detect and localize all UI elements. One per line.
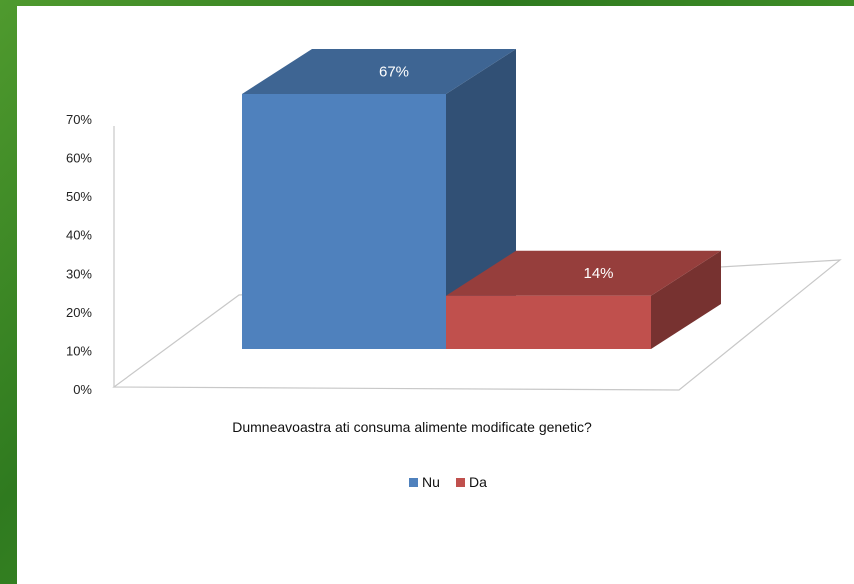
y-tick-label: 40% [66,228,92,243]
y-tick-label: 60% [66,151,92,166]
bar-top [242,49,516,94]
bars: 67% 14% [242,49,721,349]
legend-label: Nu [422,474,440,490]
bar-da: 14% [446,250,721,349]
bar-top [446,250,721,296]
bar-front [242,94,446,349]
y-tick-label: 50% [66,189,92,204]
y-tick-label: 30% [66,266,92,281]
legend-swatch [409,478,418,487]
data-label: 67% [379,64,409,81]
y-axis-ticks: 0% 10% 20% 30% 40% 50% 60% 70% [66,112,92,397]
y-tick-label: 10% [66,343,92,358]
data-label: 14% [583,265,613,282]
bar-chart: 0% 10% 20% 30% 40% 50% 60% 70% 67% 14% Dumneavoa… [66,49,842,490]
chart-floor [112,259,842,391]
y-tick-label: 20% [66,305,92,320]
legend-swatch [456,478,465,487]
y-tick-label: 0% [73,382,92,397]
bar-front [446,295,651,349]
bar-side [651,250,721,349]
bar-nu: 67% [242,49,516,349]
y-tick-label: 70% [66,112,92,127]
x-axis-label: Dumneavoastra ati consuma alimente modif… [232,419,592,435]
legend-label: Da [469,474,487,490]
legend: Nu Da [409,474,487,490]
chart-panel: 0% 10% 20% 30% 40% 50% 60% 70% 67% 14% Dumneavoa… [17,6,854,584]
